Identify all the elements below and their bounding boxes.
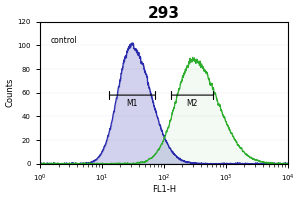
Y-axis label: Counts: Counts: [6, 78, 15, 107]
Text: M1: M1: [127, 99, 138, 108]
Title: 293: 293: [148, 6, 180, 21]
Text: control: control: [51, 36, 77, 45]
Text: M2: M2: [187, 99, 198, 108]
X-axis label: FL1-H: FL1-H: [152, 185, 176, 194]
